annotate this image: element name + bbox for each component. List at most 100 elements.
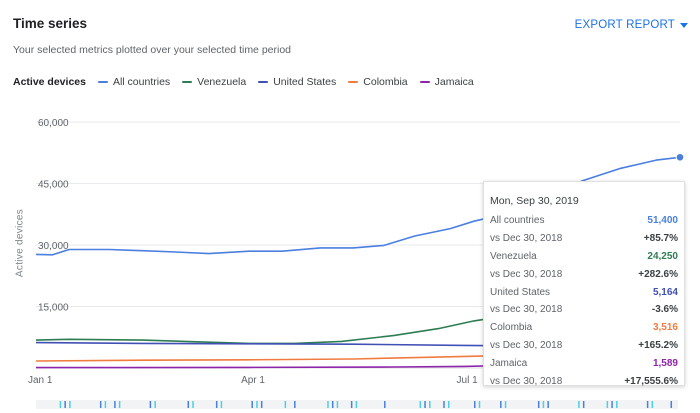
timeline-mark: [294, 401, 296, 408]
timeline-mark: [114, 401, 116, 408]
timeline-mark: [606, 401, 609, 408]
legend-item-label: Venezuela: [197, 76, 247, 88]
timeline-mark: [327, 401, 329, 408]
tooltip-series-label: Colombia: [490, 322, 533, 334]
timeline-mark: [149, 401, 152, 408]
tooltip-row: Jamaica 1,589: [484, 354, 684, 372]
export-report-label: EXPORT REPORT: [574, 19, 675, 31]
x-tick-label: Apr 1: [241, 375, 265, 386]
timeline-mark: [118, 401, 121, 408]
tooltip-compare-label: vs Dec 30, 2018: [490, 375, 563, 387]
export-report-button[interactable]: EXPORT REPORT: [575, 19, 688, 31]
legend-item-label: Colombia: [363, 76, 408, 88]
tooltip-compare-label: vs Dec 30, 2018: [490, 268, 563, 280]
tooltip-row: vs Dec 30, 2018 +165.2%: [484, 337, 684, 355]
timeline-mark: [611, 401, 613, 408]
timeline-mark: [443, 401, 445, 408]
tooltip-series-label: United States: [490, 286, 551, 298]
legend-swatch: [182, 81, 193, 83]
timeline-mark: [447, 401, 450, 408]
legend-item-colombia[interactable]: Colombia: [348, 76, 408, 88]
timeline-mark: [646, 401, 649, 408]
tooltip-row: vs Dec 30, 2018 +85.7%: [484, 230, 684, 248]
timeline-mark: [542, 401, 545, 408]
timeline-mark: [284, 401, 287, 408]
tooltip-series-value: 5,164: [652, 286, 678, 298]
timeline-mark: [547, 401, 549, 408]
tooltip-row: All countries 51,400: [484, 212, 684, 230]
timeline-mark: [256, 401, 258, 408]
timeline-mark: [260, 401, 263, 408]
tooltip-change-value: +17,555.6%: [624, 375, 678, 387]
card-subtitle: Your selected metrics plotted over your …: [13, 44, 292, 56]
y-tick-label: 15,000: [38, 303, 69, 314]
legend-swatch: [419, 81, 430, 83]
timeline-mark: [419, 401, 422, 408]
timeline-mark: [104, 401, 107, 408]
tooltip-row: Colombia 3,516: [484, 319, 684, 337]
timeline-mark: [616, 401, 618, 408]
timeline-mark: [59, 401, 62, 408]
tooltip-row: vs Dec 30, 2018 +282.6%: [484, 265, 684, 283]
legend-item-label: Jamaica: [434, 76, 474, 88]
legend-item-venezuela[interactable]: Venezuela: [182, 76, 246, 88]
legend-metric-label: Active devices: [13, 76, 86, 88]
chart-legend: Active devices All countries Venezuela U…: [13, 76, 486, 88]
timeline-mark: [215, 401, 218, 408]
tooltip-change-value: +85.7%: [643, 233, 678, 245]
x-tick-label: Jan 1: [28, 375, 53, 386]
tooltip-series-value: 3,516: [652, 322, 678, 334]
tooltip-row: United States 5,164: [484, 283, 684, 301]
timeline-mark: [578, 401, 580, 408]
series-end-marker: [675, 152, 685, 162]
tooltip-series-label: Jamaica: [490, 357, 528, 369]
timeline-mark: [474, 401, 476, 408]
timeline-mark: [355, 401, 358, 408]
tooltip-compare-label: vs Dec 30, 2018: [490, 339, 563, 351]
tooltip-series-value: 1,589: [652, 357, 678, 369]
timeline-mark: [537, 401, 540, 408]
timeline-mark: [478, 401, 481, 408]
legend-swatch: [258, 81, 269, 83]
timeline-mark: [251, 401, 253, 408]
timeline-mark: [64, 401, 66, 408]
x-tick-label: Jul 1: [457, 375, 479, 386]
timeline-mark: [220, 401, 223, 408]
timeline-mark: [192, 401, 194, 408]
timeline-mark: [69, 401, 71, 408]
timeline-mark: [582, 401, 585, 408]
timeline-mark: [384, 401, 386, 408]
timeline-mark: [187, 401, 190, 408]
legend-item-label: United States: [273, 76, 337, 88]
timeline-mark: [99, 401, 102, 408]
tooltip-change-value: +165.2%: [638, 339, 678, 351]
hover-tooltip: Mon, Sep 30, 2019 All countries 51,400 v…: [483, 181, 685, 387]
timeline-strip: [36, 400, 678, 409]
tooltip-series-value: 51,400: [647, 215, 678, 227]
tooltip-series-value: 24,250: [647, 250, 678, 262]
timeline-mark: [651, 401, 654, 408]
y-tick-label: 30,000: [38, 241, 69, 252]
timeline-mark: [350, 401, 353, 408]
tooltip-change-value: +282.6%: [638, 268, 678, 280]
tooltip-row: vs Dec 30, 2018 +17,555.6%: [484, 372, 684, 390]
timeline-mark: [331, 401, 334, 408]
caret-down-icon: [680, 23, 688, 28]
legend-item-united-states[interactable]: United States: [258, 76, 336, 88]
y-tick-label: 60,000: [38, 118, 69, 129]
card-title: Time series: [13, 16, 88, 31]
legend-item-all-countries[interactable]: All countries: [97, 76, 171, 88]
tooltip-compare-label: vs Dec 30, 2018: [490, 304, 563, 316]
y-tick-label: 45,000: [38, 180, 69, 191]
tooltip-row: vs Dec 30, 2018 -3.6%: [484, 301, 684, 319]
tick-layer: 60,000 45,000 30,000 15,000 Jan 1 Apr 1 Jul 1: [28, 118, 478, 386]
legend-item-jamaica[interactable]: Jamaica: [419, 76, 474, 88]
tooltip-series-label: Venezuela: [490, 250, 537, 262]
timeline-mark: [670, 401, 673, 408]
timeline-mark: [424, 401, 426, 408]
timeline-mark: [504, 401, 507, 408]
tooltip-change-value: -3.6%: [651, 304, 678, 316]
tooltip-compare-label: vs Dec 30, 2018: [490, 233, 563, 245]
legend-item-label: All countries: [112, 76, 171, 88]
